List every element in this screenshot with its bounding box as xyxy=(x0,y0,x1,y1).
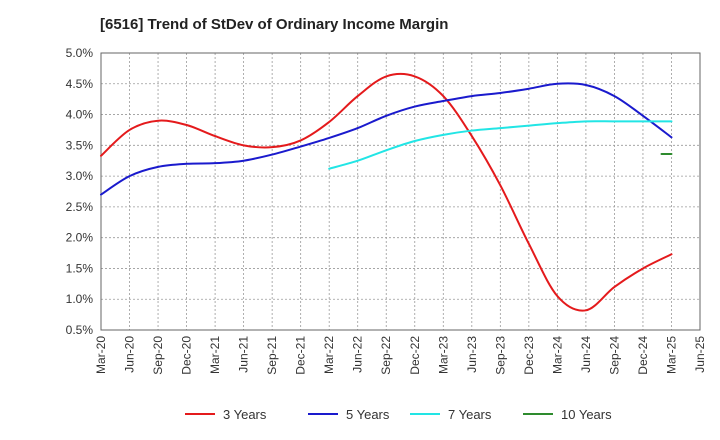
legend-label-3-years: 3 Years xyxy=(223,407,267,422)
y-tick-label: 5.0% xyxy=(66,46,94,60)
x-tick-label: Dec-21 xyxy=(294,336,308,375)
x-tick-label: Jun-23 xyxy=(465,336,479,373)
plot-frame xyxy=(100,52,701,331)
x-tick-label: Sep-21 xyxy=(265,336,279,375)
series-line-5-years xyxy=(100,82,673,196)
y-tick-label: 1.0% xyxy=(66,292,94,306)
series-line-3-years xyxy=(100,72,673,312)
x-tick-label: Jun-20 xyxy=(123,336,137,373)
x-tick-label: Dec-23 xyxy=(522,336,536,375)
x-tick-label: Jun-24 xyxy=(579,336,593,373)
legend-label-5-years: 5 Years xyxy=(346,407,390,422)
axes: Mar-20 Jun-20 Sep-20 Dec-20 Mar-21 Jun-21 Sep-… xyxy=(66,46,707,375)
y-tick-label: 0.5% xyxy=(66,323,94,337)
chart-title: [6516] Trend of StDev of Ordinary Income… xyxy=(100,16,449,33)
y-tick-label: 4.0% xyxy=(66,108,94,122)
x-tick-label: Jun-25 xyxy=(693,336,707,373)
series-lines xyxy=(100,72,673,312)
y-tick-label: 2.5% xyxy=(66,200,94,214)
y-tick-label: 4.5% xyxy=(66,77,94,91)
x-tick-label: Dec-24 xyxy=(636,336,650,375)
x-tick-label: Mar-21 xyxy=(208,336,222,374)
x-tick-label: Mar-25 xyxy=(664,336,678,374)
y-tick-label: 1.5% xyxy=(66,261,94,275)
x-tick-label: Sep-23 xyxy=(493,336,507,375)
legend-label-7-years: 7 Years xyxy=(448,407,492,422)
x-tick-label: Mar-23 xyxy=(436,336,450,374)
x-tick-label: Dec-22 xyxy=(408,336,422,375)
x-tick-label: Mar-24 xyxy=(550,336,564,374)
x-tick-label: Mar-22 xyxy=(322,336,336,374)
y-tick-label: 2.0% xyxy=(66,231,94,245)
x-tick-label: Sep-20 xyxy=(151,336,165,375)
x-tick-label: Jun-22 xyxy=(351,336,365,373)
y-tick-label: 3.5% xyxy=(66,138,94,152)
x-tick-label: Dec-20 xyxy=(180,336,194,375)
x-tick-label: Mar-20 xyxy=(94,336,108,374)
legend-label-10-years: 10 Years xyxy=(561,407,612,422)
x-tick-label: Jun-21 xyxy=(237,336,251,373)
legend: 3 Years 5 Years 7 Years 10 Years xyxy=(185,407,612,422)
x-tick-label: Sep-22 xyxy=(379,336,393,375)
x-tick-label: Sep-24 xyxy=(607,336,621,375)
series-line-7-years xyxy=(328,120,673,170)
y-tick-label: 3.0% xyxy=(66,169,94,183)
